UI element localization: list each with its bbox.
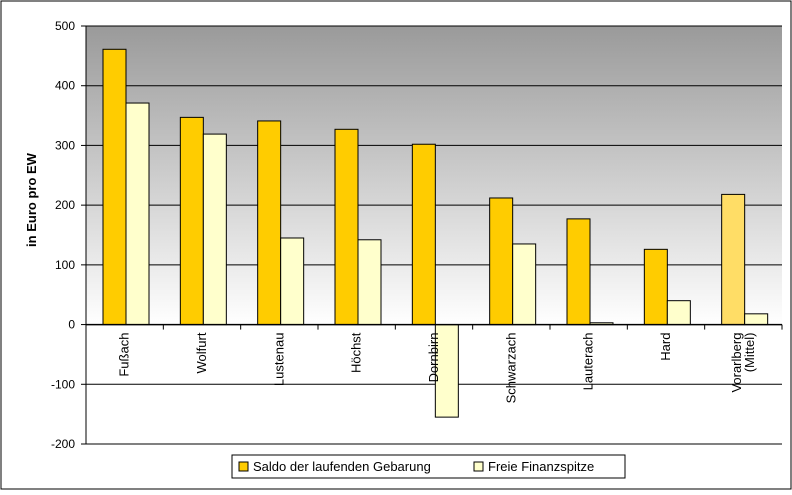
- x-category-label: Fußach: [117, 333, 132, 377]
- bar-saldo: [257, 120, 282, 326]
- bar-saldo: [411, 143, 436, 326]
- y-tick-label: 300: [55, 138, 75, 152]
- y-tick-label: 0: [68, 318, 75, 332]
- y-tick-label: -100: [51, 377, 75, 391]
- legend-swatch-saldo: [238, 461, 249, 472]
- bar-saldo: [102, 48, 127, 326]
- bar-saldo: [334, 128, 359, 326]
- y-tick-label: 400: [55, 79, 75, 93]
- bar-finanzspitze: [202, 133, 227, 326]
- y-tick-label: 500: [55, 19, 75, 33]
- bar-saldo: [721, 193, 746, 326]
- legend-label-saldo: Saldo der laufenden Gebarung: [253, 459, 431, 474]
- x-category-label: Hard: [658, 333, 673, 361]
- legend: Saldo der laufenden Gebarung Freie Finan…: [231, 454, 626, 479]
- x-category-label: Dornbirn: [426, 333, 441, 383]
- bar-finanzspitze: [744, 313, 769, 326]
- bar-saldo: [566, 218, 591, 326]
- y-tick-label: 200: [55, 198, 75, 212]
- legend-swatch-finanzspitze: [473, 461, 484, 472]
- bar-finanzspitze: [125, 102, 150, 326]
- y-axis-title: in Euro pro EW: [24, 152, 39, 247]
- legend-box: [231, 454, 626, 479]
- x-category-label: Schwarzach: [503, 333, 518, 404]
- x-category-label: Lauterach: [581, 333, 596, 391]
- y-tick-label: -200: [51, 437, 75, 451]
- bar-finanzspitze: [512, 243, 537, 326]
- legend-label-finanzspitze: Freie Finanzspitze: [488, 459, 594, 474]
- bar-saldo: [179, 116, 204, 326]
- axes: [85, 26, 783, 444]
- x-category-label: Wolfurt: [194, 332, 209, 373]
- bar-finanzspitze: [666, 300, 691, 326]
- bar-saldo: [643, 248, 668, 326]
- bar-finanzspitze: [280, 237, 305, 326]
- x-category-label: Lustenau: [271, 333, 286, 387]
- y-tick-label: 100: [55, 258, 75, 272]
- bar-finanzspitze: [357, 239, 382, 326]
- x-category-label: Vorarlberg(Mittel): [729, 333, 757, 393]
- bar-saldo: [489, 197, 514, 326]
- y-axis-ticks: 500 400 300 200 100 0 -100 -200: [51, 19, 86, 451]
- category-labels: Fußach Wolfurt Lustenau Höchst Dornbirn Schwa…: [117, 332, 757, 403]
- x-category-label: Höchst: [349, 332, 364, 373]
- bars: [102, 48, 769, 418]
